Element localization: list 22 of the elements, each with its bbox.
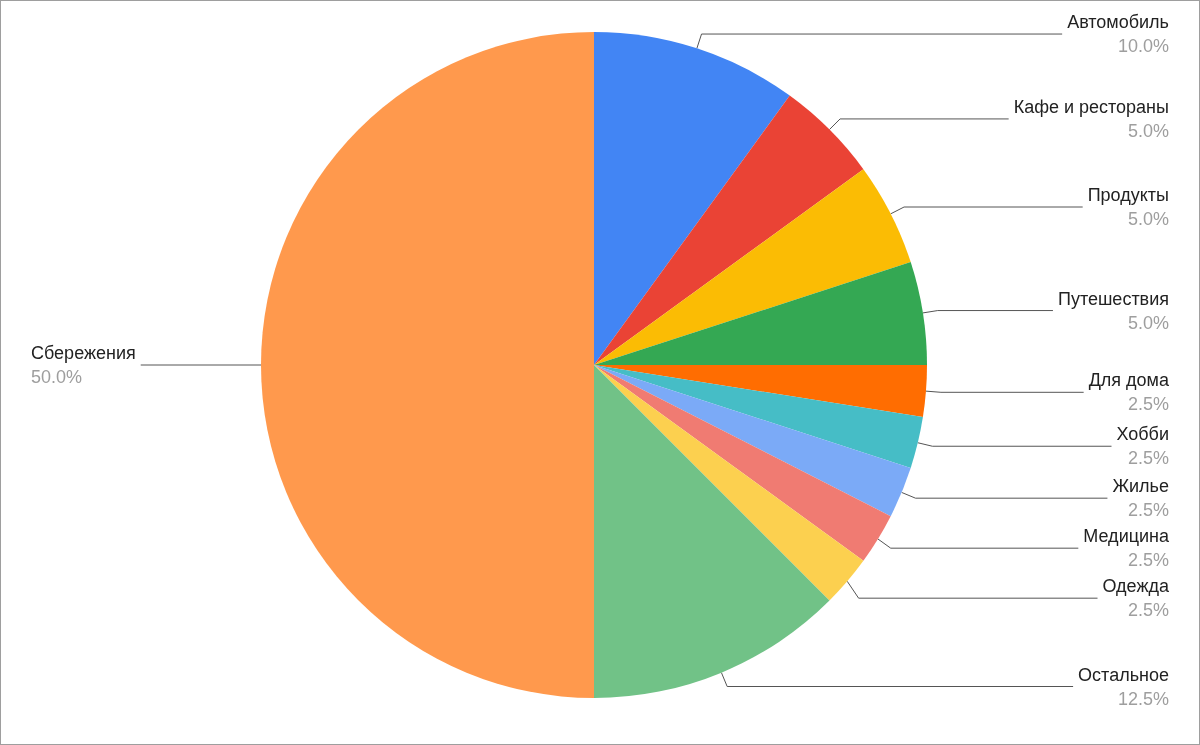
data-label: 5.0% xyxy=(1127,312,1169,333)
data-label: 5.0% xyxy=(1127,209,1169,230)
slice-label: Жилье xyxy=(1112,476,1169,497)
data-label: 5.0% xyxy=(1127,120,1169,141)
slice-label: Путешествия xyxy=(1057,288,1169,309)
data-label: 2.5% xyxy=(1127,448,1169,469)
slice-label: Хобби xyxy=(1116,424,1169,445)
data-label: 50.0% xyxy=(31,367,83,387)
data-label: 2.5% xyxy=(1127,600,1169,621)
slice-label: Сбережения xyxy=(31,343,136,363)
slice-label: Одежда xyxy=(1102,576,1170,597)
slice-label: Медицина xyxy=(1083,526,1170,547)
slice-label: Остальное xyxy=(1078,664,1169,685)
data-label: 12.5% xyxy=(1117,688,1169,709)
slice-label: Кафе и рестораны xyxy=(1013,96,1169,117)
data-label: 2.5% xyxy=(1127,394,1169,415)
data-label: 2.5% xyxy=(1127,550,1169,571)
slice-label: Автомобиль xyxy=(1067,12,1169,33)
data-label: 2.5% xyxy=(1127,500,1169,521)
slice-label: Продукты xyxy=(1087,185,1169,206)
slice-label: Для дома xyxy=(1088,370,1170,391)
data-label: 10.0% xyxy=(1117,36,1169,57)
